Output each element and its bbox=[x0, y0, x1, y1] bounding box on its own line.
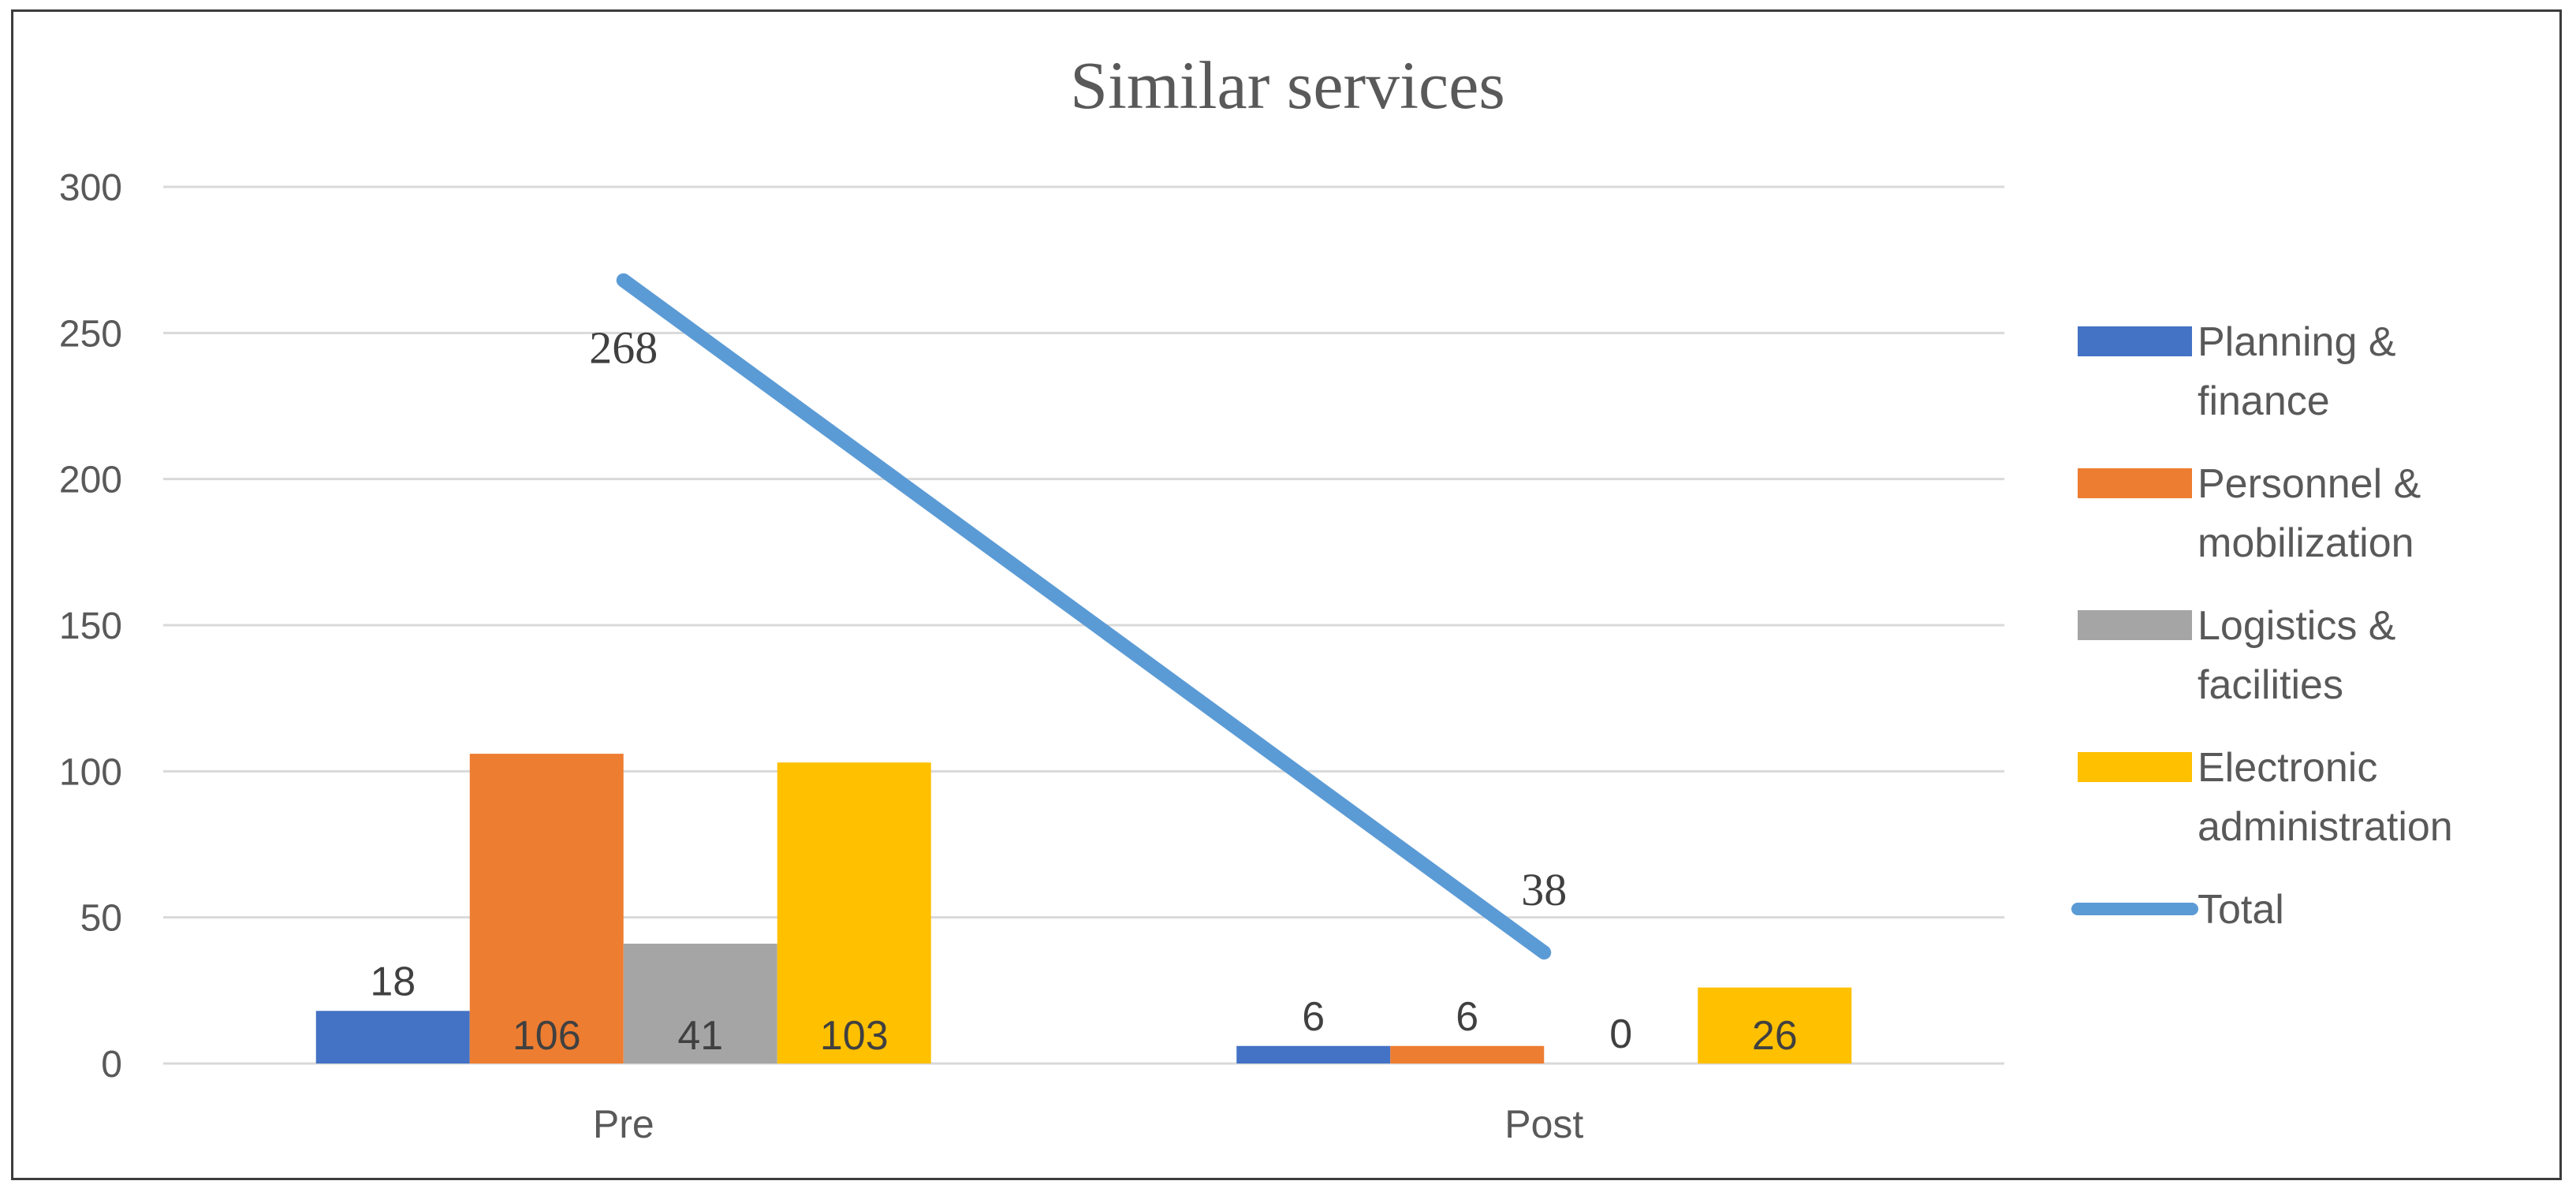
legend-swatch-planning-finance bbox=[2078, 326, 2192, 356]
data-label-total-pre: 268 bbox=[589, 322, 658, 374]
data-label-pre-electronic-administration: 103 bbox=[820, 1013, 889, 1059]
y-tick-label-50: 50 bbox=[80, 898, 122, 940]
legend-label-planning-finance: Planning & finance bbox=[2198, 319, 2396, 424]
legend-swatch-logistics-facilities bbox=[2078, 610, 2192, 640]
bar-post-personnel-mobilization bbox=[1390, 1045, 1545, 1063]
legend-entry-total: Total bbox=[2071, 887, 2284, 933]
bar-pre-planning-finance bbox=[315, 1011, 470, 1063]
legend-label-personnel-mobilization: Personnel & mobilization bbox=[2198, 461, 2421, 566]
legend-label-total: Total bbox=[2198, 887, 2284, 933]
bar-post-electronic-administration bbox=[1698, 987, 1852, 1063]
legend-label-logistics-facilities: Logistics & facilities bbox=[2198, 603, 2395, 708]
data-labels: 18 106 41 103 6 6 0 26 268 38 bbox=[370, 322, 1797, 1059]
data-label-post-planning-finance: 6 bbox=[1302, 994, 1325, 1040]
bars bbox=[315, 754, 1852, 1063]
y-tick-label-0: 0 bbox=[101, 1044, 122, 1086]
legend-swatch-personnel-mobilization bbox=[2078, 468, 2192, 498]
legend-swatch-electronic-administration bbox=[2078, 752, 2192, 782]
legend-entry-personnel-mobilization: Personnel & mobilization bbox=[2078, 461, 2421, 566]
legend-entry-planning-finance: Planning & finance bbox=[2078, 319, 2396, 424]
data-label-post-logistics-facilities: 0 bbox=[1609, 1011, 1632, 1057]
bar-pre-personnel-mobilization bbox=[469, 754, 624, 1063]
data-label-pre-personnel-mobilization: 106 bbox=[513, 1013, 581, 1059]
y-tick-label-200: 200 bbox=[59, 460, 122, 501]
x-axis-categories: Pre Post bbox=[593, 1102, 1584, 1146]
data-label-post-personnel-mobilization: 6 bbox=[1456, 994, 1478, 1040]
data-label-pre-planning-finance: 18 bbox=[370, 959, 416, 1004]
data-label-total-post: 38 bbox=[1521, 864, 1567, 915]
legend-label-electronic-administration: Electronic administration bbox=[2198, 745, 2453, 850]
bar-pre-electronic-administration bbox=[777, 762, 931, 1063]
y-tick-label-150: 150 bbox=[59, 605, 122, 647]
y-tick-label-300: 300 bbox=[59, 167, 122, 209]
chart-canvas: Similar services 0 50 100 150 200 250 300 18 10… bbox=[59, 47, 2453, 1146]
data-label-pre-logistics-facilities: 41 bbox=[677, 1013, 723, 1059]
chart-title: Similar services bbox=[1070, 47, 1505, 123]
line-total bbox=[616, 273, 1552, 960]
chart-frame: Similar services 0 50 100 150 200 250 300 18 10… bbox=[11, 9, 2562, 1180]
bar-post-planning-finance bbox=[1236, 1045, 1391, 1063]
data-label-post-electronic-administration: 26 bbox=[1752, 1013, 1798, 1059]
y-tick-label-250: 250 bbox=[59, 313, 122, 355]
total-line bbox=[616, 273, 1552, 960]
legend-entry-electronic-administration: Electronic administration bbox=[2078, 745, 2453, 850]
bar-pre-logistics-facilities bbox=[623, 944, 777, 1063]
y-tick-label-100: 100 bbox=[59, 751, 122, 793]
y-axis-ticks: 0 50 100 150 200 250 300 bbox=[59, 167, 122, 1086]
x-category-label-pre: Pre bbox=[593, 1102, 654, 1146]
x-category-label-post: Post bbox=[1504, 1102, 1583, 1146]
legend: Planning & finance Personnel & mobilization… bbox=[2071, 319, 2453, 933]
legend-entry-logistics-facilities: Logistics & facilities bbox=[2078, 603, 2395, 708]
